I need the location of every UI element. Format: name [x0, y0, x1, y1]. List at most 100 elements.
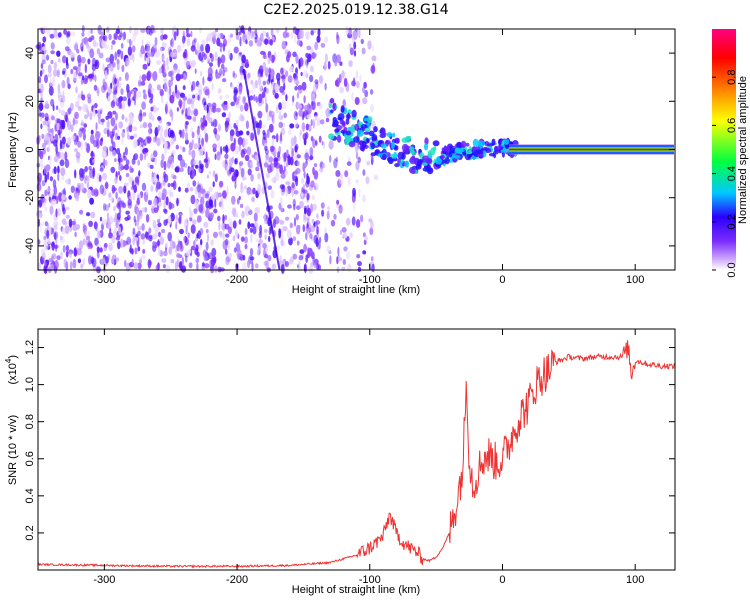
noise-blob	[251, 196, 255, 203]
noise-blob	[140, 233, 146, 240]
signal-blob	[380, 132, 387, 136]
noise-blob	[40, 90, 43, 99]
noise-blob	[217, 192, 222, 198]
noise-blob	[206, 104, 209, 114]
noise-blob	[222, 160, 226, 168]
signal-blob	[503, 139, 510, 145]
noise-blob	[117, 171, 121, 176]
y-tick-label: -40	[24, 238, 36, 254]
noise-blob	[315, 220, 321, 225]
noise-blob	[208, 106, 213, 116]
noise-blob	[293, 217, 297, 227]
noise-blob	[82, 77, 88, 85]
noise-blob	[170, 212, 175, 222]
noise-blob	[281, 74, 286, 80]
noise-blob	[324, 82, 327, 91]
noise-blob	[96, 131, 101, 139]
signal-blob	[334, 128, 340, 133]
signal-blob	[374, 150, 379, 155]
noise-blob	[282, 31, 288, 39]
noise-blob	[191, 80, 196, 91]
noise-blob	[120, 88, 124, 95]
noise-blob	[191, 131, 195, 139]
noise-blob	[362, 97, 368, 105]
noise-blob	[220, 203, 224, 210]
noise-blob	[179, 129, 183, 138]
noise-blob	[357, 156, 361, 164]
noise-blob	[273, 157, 279, 163]
noise-blob	[93, 139, 99, 148]
noise-blob	[154, 49, 160, 58]
noise-blob	[289, 123, 295, 129]
noise-blob	[329, 255, 332, 265]
noise-blob	[294, 151, 299, 161]
signal-blob	[421, 162, 428, 167]
noise-blob	[327, 205, 330, 212]
noise-blob	[301, 81, 307, 91]
noise-blob	[66, 35, 71, 45]
noise-blob	[217, 215, 221, 222]
noise-blob	[194, 49, 198, 55]
noise-blob	[85, 143, 91, 154]
noise-blob	[44, 133, 49, 141]
noise-blob	[118, 200, 124, 208]
noise-blob	[188, 248, 191, 254]
noise-blob	[312, 138, 316, 149]
noise-blob	[84, 114, 88, 120]
noise-blob	[55, 208, 58, 218]
noise-blob	[301, 177, 304, 184]
noise-blob	[41, 46, 47, 52]
signal-blob	[332, 103, 336, 110]
noise-blob	[268, 226, 272, 236]
x-tick-label: -100	[359, 574, 381, 586]
noise-blob	[228, 111, 231, 119]
signal-blob	[332, 116, 337, 123]
signal-blob	[404, 160, 410, 168]
noise-blob	[225, 233, 230, 238]
noise-blob	[150, 153, 154, 160]
noise-blob	[77, 140, 82, 148]
noise-blob	[324, 232, 329, 243]
x-tick-label: 100	[626, 574, 644, 586]
noise-blob	[188, 142, 193, 151]
noise-blob	[306, 207, 312, 217]
noise-blob	[183, 97, 186, 107]
noise-blob	[56, 255, 61, 261]
noise-blob	[312, 203, 318, 211]
x-tick-label: -200	[226, 574, 248, 586]
noise-blob	[257, 172, 261, 180]
noise-blob	[257, 248, 259, 256]
noise-blob	[348, 60, 353, 68]
noise-blob	[147, 122, 152, 129]
noise-blob	[184, 255, 188, 263]
noise-blob	[86, 42, 89, 49]
noise-blob	[306, 228, 310, 236]
noise-blob	[101, 85, 106, 93]
noise-blob	[335, 170, 341, 177]
noise-blob	[268, 156, 274, 163]
noise-blob	[210, 257, 216, 267]
noise-blob	[75, 244, 80, 251]
noise-blob	[118, 82, 122, 91]
noise-blob	[262, 80, 266, 86]
noise-blob	[111, 187, 117, 192]
noise-blob	[40, 194, 45, 204]
noise-blob	[305, 72, 309, 78]
noise-blob	[54, 232, 57, 241]
noise-blob	[157, 219, 161, 224]
noise-blob	[85, 175, 88, 181]
noise-blob	[159, 236, 165, 245]
noise-blob	[218, 180, 224, 188]
noise-blob	[286, 229, 292, 239]
noise-blob	[184, 219, 187, 229]
noise-blob	[185, 114, 189, 120]
noise-streak	[242, 68, 281, 271]
noise-blob	[233, 169, 237, 174]
noise-blob	[266, 128, 270, 139]
noise-blob	[88, 165, 92, 171]
noise-blob	[137, 230, 141, 237]
noise-blob	[173, 31, 177, 41]
noise-blob	[51, 115, 55, 121]
noise-blob	[264, 253, 269, 259]
